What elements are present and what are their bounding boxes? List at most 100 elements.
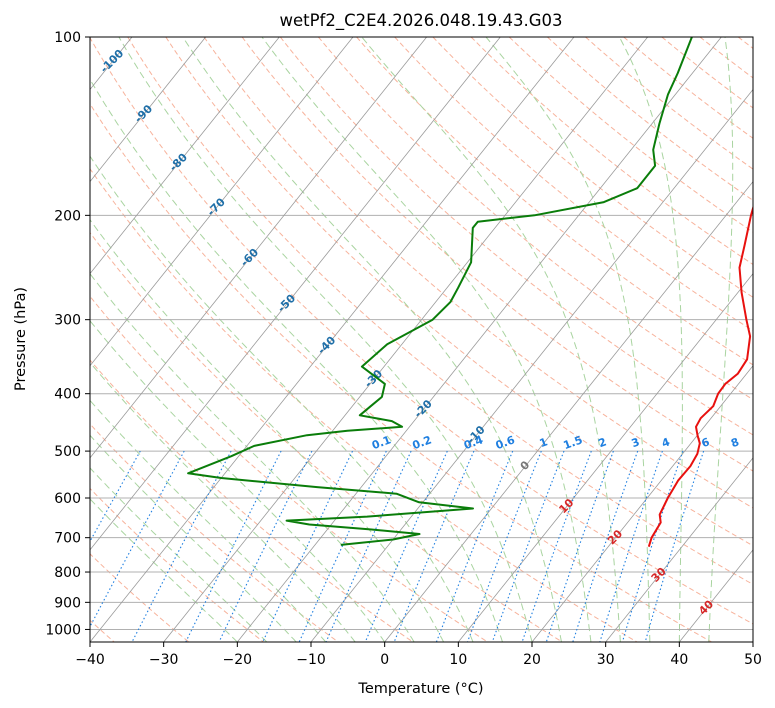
mixing-ratio-label: 0.4 [462, 433, 485, 452]
dry-adiabat-line [356, 37, 753, 366]
y-axis-ticks: 100 200 300 400 500 600 700 800 900 1000 [45, 30, 90, 638]
isotherm-line [458, 273, 753, 642]
dry-adiabats [90, 37, 753, 642]
y-tick-label: 300 [54, 313, 81, 329]
x-tick-label: 10 [449, 652, 467, 668]
mixing-ratio-line [599, 450, 663, 642]
moist-adiabat-line [90, 155, 474, 642]
dry-adiabat-line [623, 37, 753, 139]
dry-adiabat-line [318, 37, 753, 401]
isotherm-line [90, 37, 575, 642]
moist-adiabat-line [90, 218, 445, 642]
isotherm-gridlines [90, 37, 753, 642]
isotherm-line [90, 37, 501, 551]
moist-adiabat-line [361, 37, 621, 642]
mixing-ratio-label: 4 [660, 435, 672, 450]
mixing-ratio-label: 1 [538, 435, 550, 450]
mixing-ratio-line [325, 450, 412, 642]
isotherm-line [163, 37, 648, 642]
mixing-ratio-label: 0.1 [370, 433, 393, 452]
dry-adiabat-line [203, 37, 753, 509]
mixing-ratio-line [521, 450, 592, 642]
x-tick-label: −30 [149, 652, 179, 668]
x-axis-ticks: −40 −30 −20 −10 0 10 20 30 40 50 [75, 642, 762, 668]
temperature-trace [647, 204, 753, 547]
mixing-ratio-label: 8 [729, 435, 741, 450]
x-tick-label: −40 [75, 652, 105, 668]
dry-adiabat-line [127, 37, 753, 585]
isotherm-line [90, 37, 354, 367]
dry-adiabat-line [90, 37, 753, 625]
mixing-ratio-label: 3 [630, 435, 642, 450]
sounding-traces [187, 37, 753, 547]
dry-adiabat-line [432, 37, 753, 298]
moist-adiabat-line [90, 361, 356, 642]
mixing-ratio-label: 2 [597, 435, 609, 450]
mixing-ratio-label: 10 [751, 434, 770, 452]
y-tick-label: 800 [54, 565, 81, 581]
mixing-ratio-line [644, 450, 705, 642]
isotherm-line [90, 37, 427, 459]
mixing-ratio-line [90, 450, 141, 543]
isotherm-line [605, 457, 753, 642]
x-tick-label: 50 [744, 652, 762, 668]
moist-adiabats [90, 37, 734, 642]
y-tick-label: 600 [54, 491, 81, 507]
dry-adiabat-line [585, 37, 753, 170]
moist-adiabat-line [485, 37, 651, 642]
dry-adiabat-line [90, 295, 488, 642]
isotherm-line [237, 37, 722, 642]
x-tick-label: 30 [597, 652, 615, 668]
mixing-ratio-line [298, 450, 387, 642]
moist-adiabat-line [90, 434, 297, 642]
mixing-ratio-line [393, 450, 475, 642]
x-tick-label: −20 [223, 652, 253, 668]
isotherm-line [310, 88, 753, 642]
dry-adiabat-line [508, 37, 753, 233]
dry-adiabat-line [90, 231, 563, 642]
isotherm-line [384, 180, 753, 642]
y-tick-label: 900 [54, 595, 81, 611]
moist-adiabat-line [118, 37, 533, 642]
mixing-ratio-line [218, 450, 313, 642]
mixing-ratio-line [572, 450, 639, 642]
moist-adiabat-line [708, 37, 734, 642]
isotherm-line [531, 365, 753, 642]
mixing-ratio-line [90, 450, 185, 628]
y-tick-label: 700 [54, 531, 81, 547]
mixing-ratio-label: 0.2 [411, 433, 434, 452]
moist-adiabat-line [618, 37, 683, 642]
moist-adiabat-line [90, 467, 268, 642]
dewpoint-trace [187, 37, 693, 546]
moist-adiabat-line [261, 37, 592, 642]
chart-title: wetPf2_C2E4.2026.048.19.43.G03 [279, 11, 562, 31]
mixing-ratio-lines [90, 450, 705, 642]
moist-adiabat-line [90, 399, 327, 642]
moist-adiabat-line [90, 498, 238, 642]
x-tick-label: 0 [380, 652, 389, 668]
isotherm-line [90, 37, 206, 183]
mixing-ratio-line [621, 450, 684, 642]
y-tick-label: 500 [54, 444, 81, 460]
moist-adiabat-line [182, 37, 562, 642]
y-tick-label: 400 [54, 387, 81, 403]
x-tick-label: 40 [670, 652, 688, 668]
y-tick-label: 200 [54, 208, 81, 224]
isotherm-line [90, 37, 280, 275]
mixing-ratio-line [545, 450, 614, 642]
mixing-ratio-label: 6 [700, 435, 712, 450]
x-tick-label: 20 [523, 652, 541, 668]
y-axis-label: Pressure (hPa) [13, 287, 29, 391]
y-tick-label: 1000 [45, 622, 81, 638]
x-tick-label: −10 [296, 652, 326, 668]
dry-adiabat-line [90, 102, 712, 642]
plot-frame [89, 36, 754, 643]
x-axis-label: Temperature (°C) [357, 681, 483, 697]
y-tick-label: 100 [54, 30, 81, 46]
mixing-ratio-label: 0.6 [494, 433, 517, 452]
moist-adiabat-line [90, 78, 503, 642]
dry-adiabat-line [547, 37, 753, 201]
mixing-ratio-line [364, 450, 448, 642]
mixing-ratio-label: 1.5 [562, 433, 585, 452]
